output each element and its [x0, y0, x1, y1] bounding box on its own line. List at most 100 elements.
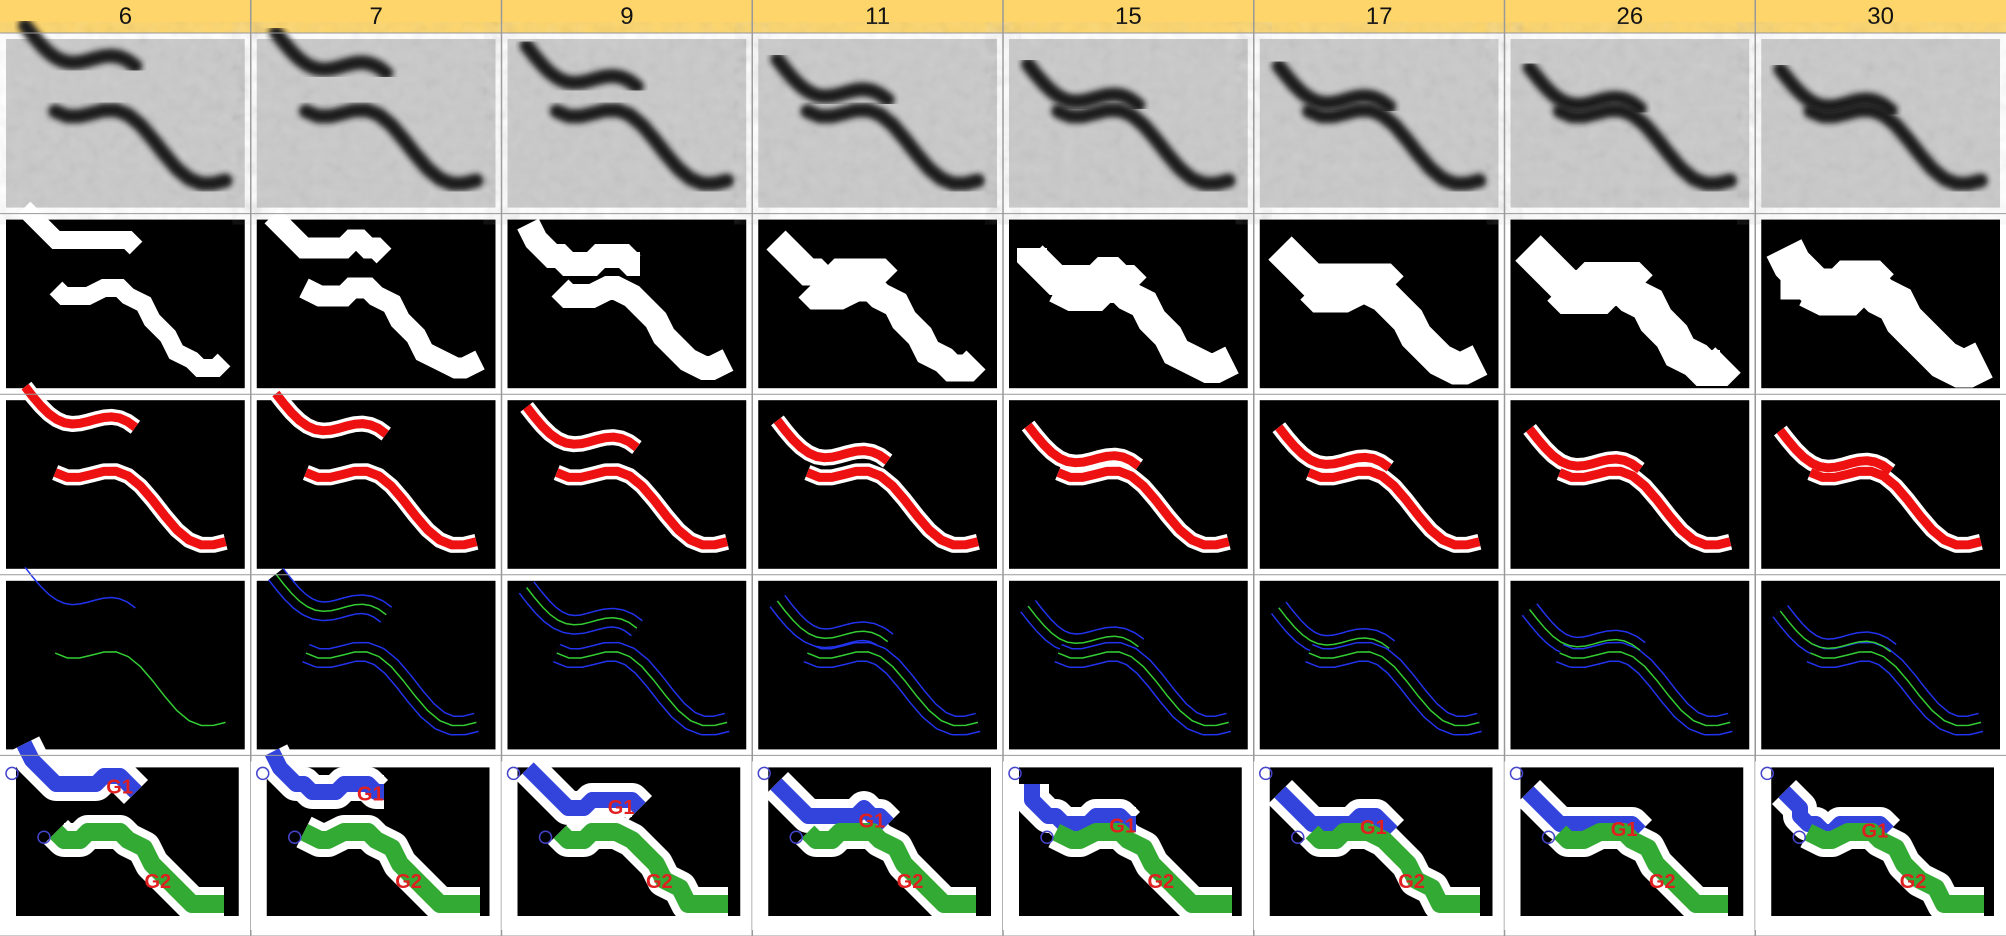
- image-panel: [1259, 400, 1499, 569]
- worm-skeleton: [773, 417, 891, 465]
- image-panel: [507, 218, 747, 389]
- worm-skeleton: [523, 404, 640, 452]
- head-marker: [5, 766, 19, 781]
- head-marker: [1792, 830, 1806, 845]
- image-panel: [1761, 39, 2000, 208]
- worm-mask: [17, 201, 143, 255]
- label-g2: G2: [1147, 871, 1174, 893]
- column-header: 30: [1867, 3, 1894, 30]
- image-panel: [6, 18, 245, 208]
- centerline-a: [24, 566, 136, 609]
- head-marker: [1259, 766, 1273, 781]
- head-marker: [506, 766, 521, 781]
- worm-body: [48, 103, 233, 191]
- worm-g1: [770, 778, 894, 830]
- worm-body: [1522, 60, 1647, 116]
- worm-g1: [1024, 784, 1136, 832]
- worm-skeleton: [304, 466, 478, 550]
- label-g1: G1: [1862, 820, 1889, 842]
- image-panel: [758, 39, 997, 208]
- worm-mask: [1799, 268, 1993, 388]
- image-panel: G1 G2: [501, 755, 753, 930]
- column-header: 17: [1366, 3, 1393, 30]
- image-panel: G1 G2: [1504, 761, 1756, 930]
- image-panel: G1 G2: [0, 736, 251, 930]
- worm-mask: [551, 276, 734, 380]
- label-g2: G2: [1900, 871, 1927, 893]
- worm-body: [1301, 103, 1487, 191]
- centerline-b: [1559, 651, 1731, 727]
- column-header: 11: [865, 3, 890, 30]
- head-marker: [256, 766, 270, 781]
- image-panel: G1 G2: [1755, 761, 2006, 930]
- head-marker: [789, 830, 803, 845]
- worm-g1: [16, 740, 142, 798]
- image-panel: [256, 208, 496, 389]
- worm-body: [18, 18, 143, 74]
- worm-g2: [801, 823, 977, 913]
- label-g2: G2: [646, 871, 673, 893]
- image-panel: [1761, 580, 2000, 750]
- worm-skeleton: [1275, 424, 1392, 472]
- image-panel: G1 G2: [1003, 761, 1254, 930]
- centerline-a: [1278, 607, 1390, 650]
- worm-skeleton: [555, 466, 729, 550]
- worm-mask: [1049, 273, 1239, 383]
- column-header: 9: [620, 3, 633, 30]
- image-panel: G1 G2: [250, 744, 502, 930]
- centerline-b: [1810, 651, 1982, 727]
- image-panel: [507, 38, 747, 208]
- worm-skeleton: [1307, 466, 1481, 550]
- worm-body: [519, 38, 644, 94]
- worm-skeleton: [1558, 466, 1732, 550]
- image-panel: [1259, 219, 1499, 389]
- worm-mask: [1300, 271, 1488, 385]
- worm-mask: [517, 218, 641, 276]
- image-panel: [6, 201, 245, 389]
- worm-body: [268, 25, 394, 80]
- label-g2: G2: [897, 871, 924, 893]
- image-panel: [1259, 580, 1499, 750]
- head-marker: [1760, 766, 1774, 781]
- centerline-a: [1529, 609, 1641, 651]
- worm-body: [1271, 59, 1397, 114]
- image-panel: [1510, 400, 1750, 569]
- worm-g1: [264, 748, 384, 800]
- label-g1: G1: [1611, 819, 1638, 841]
- worm-skeleton: [1776, 427, 1894, 475]
- worm-body: [1051, 103, 1236, 191]
- image-panel: [507, 400, 747, 569]
- worm-body: [1021, 57, 1146, 112]
- image-panel: [758, 580, 997, 750]
- image-panel: [1510, 39, 1750, 208]
- image-panel: G1 G2: [752, 761, 1003, 930]
- worm-skeleton: [53, 466, 227, 550]
- image-panel: [1009, 580, 1248, 750]
- worm-skeleton: [272, 390, 389, 438]
- label-g1: G1: [106, 777, 133, 799]
- worm-g1: [522, 762, 646, 816]
- image-panel: [256, 25, 496, 208]
- image-panel: [1510, 219, 1750, 389]
- image-panel: [6, 566, 245, 750]
- head-marker: [538, 830, 553, 845]
- image-panel: [256, 567, 496, 750]
- worm-mask: [264, 208, 392, 264]
- centerline-b: [556, 651, 728, 727]
- worm-g2: [299, 823, 480, 913]
- worm-body: [549, 103, 735, 191]
- worm-mask: [1547, 270, 1741, 386]
- worm-skeleton: [1526, 426, 1643, 474]
- head-marker: [37, 830, 51, 845]
- centerline-a: [1027, 605, 1139, 648]
- worm-skeleton: [21, 383, 139, 431]
- image-panel: [6, 381, 245, 569]
- worm-g2: [1553, 823, 1729, 913]
- image-panel: [507, 580, 747, 750]
- image-panel: [1259, 39, 1499, 208]
- head-marker: [1008, 766, 1022, 781]
- worm-g2: [1051, 823, 1232, 913]
- label-g1: G1: [608, 797, 635, 819]
- label-g1: G1: [1109, 815, 1136, 837]
